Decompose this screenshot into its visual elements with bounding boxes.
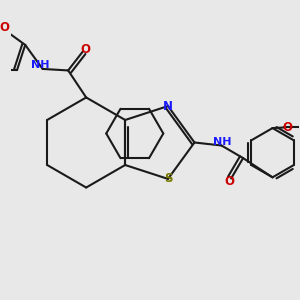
Text: NH: NH <box>213 137 231 148</box>
Text: O: O <box>80 43 90 56</box>
Text: NH: NH <box>31 60 50 70</box>
Text: O: O <box>225 175 235 188</box>
Text: S: S <box>164 172 172 185</box>
Text: N: N <box>163 100 173 112</box>
Text: O: O <box>282 121 292 134</box>
Text: O: O <box>0 21 9 34</box>
